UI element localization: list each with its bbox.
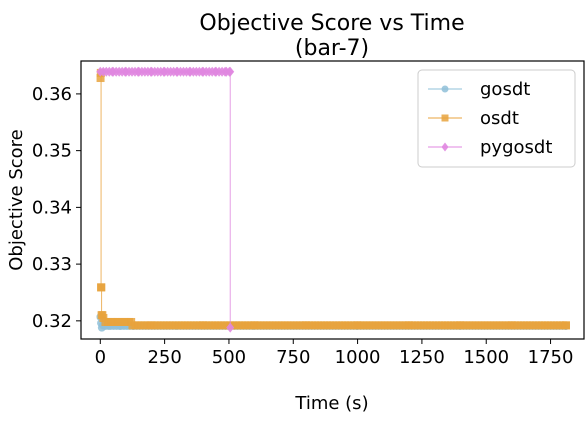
y-axis: 0.32 0.33 0.34 0.35 0.36 (32, 84, 81, 332)
x-tick-label: 750 (276, 347, 310, 368)
legend-label-pygosdt: pygosdt (480, 137, 552, 158)
y-tick-label: 0.33 (32, 254, 72, 275)
y-tick-label: 0.36 (32, 84, 72, 105)
x-tick-label: 1500 (463, 347, 509, 368)
legend-label-osdt: osdt (480, 108, 519, 129)
y-tick-label: 0.34 (32, 197, 72, 218)
data-point-osdt (96, 74, 105, 83)
x-tick-label: 1750 (528, 347, 574, 368)
series-pygosdt (96, 66, 235, 333)
x-tick-label: 250 (147, 347, 181, 368)
chart-title: Objective Score vs Time (199, 11, 464, 36)
x-axis-label: Time (s) (294, 393, 368, 414)
series-osdt (96, 68, 570, 330)
legend-marker-gosdt (441, 85, 449, 93)
data-point-pygosdt (226, 322, 235, 333)
x-tick-label: 1000 (335, 347, 381, 368)
legend-marker-osdt (441, 114, 449, 122)
axes-frame (80, 60, 585, 340)
data-point-pygosdt (226, 66, 235, 77)
data-point-osdt (561, 321, 570, 330)
x-tick-label: 1250 (399, 347, 445, 368)
legend-marker-pygosdt (441, 142, 449, 152)
y-axis-label: Objective Score (6, 129, 27, 271)
legend: gosdt osdt pygosdt (417, 69, 576, 168)
legend-label-gosdt: gosdt (480, 79, 530, 100)
chart-subtitle: (bar-7) (295, 36, 369, 61)
plot-area (96, 66, 570, 333)
legend-box (417, 69, 576, 168)
x-axis: 0 250 500 750 1000 1250 1500 1750 (95, 339, 574, 368)
y-tick-label: 0.32 (32, 311, 72, 332)
y-tick-label: 0.35 (32, 141, 72, 162)
data-point-osdt (97, 283, 106, 292)
series-line-pygosdt (100, 71, 231, 328)
x-tick-label: 0 (95, 347, 106, 368)
x-tick-label: 500 (212, 347, 246, 368)
